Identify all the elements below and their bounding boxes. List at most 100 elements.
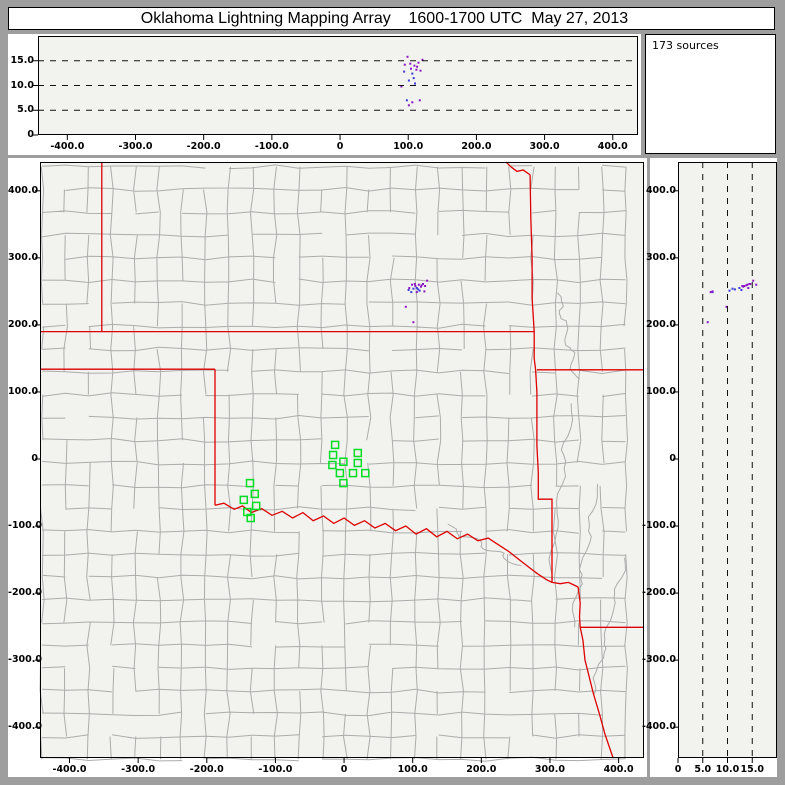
lightning-source-dot [745, 284, 748, 287]
tick-label: 0 [336, 141, 344, 152]
lma-station-marker [239, 495, 249, 505]
lightning-source-dot [411, 101, 414, 104]
lightning-source-dot [410, 67, 412, 70]
lma-stations [239, 440, 370, 523]
lightning-source-dot [411, 72, 414, 75]
tick-label: -400.0 [52, 764, 87, 775]
tick-label: -200.0 [8, 587, 42, 599]
state-border-east-state-line [529, 174, 553, 583]
tick-label: 0 [340, 764, 348, 775]
lightning-source-dot [423, 290, 426, 293]
lightning-source-dot [416, 65, 419, 68]
lightning-source-dot [407, 104, 410, 107]
tick-label: -400.0 [50, 141, 85, 152]
altitude-vs-north-plot[interactable] [673, 162, 777, 763]
lightning-source-dot [414, 285, 417, 287]
sources-count-box: 173 sources [645, 34, 776, 154]
tick-label: 100.0 [397, 764, 428, 775]
lma-station-marker [339, 457, 348, 466]
plan-view-plot-bg [40, 162, 644, 758]
tick-label: 200.0 [461, 141, 492, 152]
tick-label: 0 [27, 129, 34, 140]
lightning-source-dot [409, 62, 412, 65]
lightning-source-dot [738, 287, 741, 289]
window-title: Oklahoma Lightning Mapping Array 1600-17… [8, 7, 775, 30]
lightning-source-dot [415, 287, 418, 289]
tick-label: 5.0 [694, 764, 712, 775]
tick-label: -200.0 [186, 141, 221, 152]
state-border-red-river [214, 502, 579, 588]
state-borders [40, 161, 644, 759]
lightning-source-dot [747, 287, 750, 289]
lma-station-marker [250, 489, 260, 499]
tick-label: -200.0 [189, 764, 224, 775]
lma-station-marker [328, 450, 338, 460]
lightning-source-dot [420, 284, 423, 287]
tick-label: 400.0 [597, 141, 628, 152]
lightning-source-dot [407, 79, 410, 82]
altitude-vs-north-panel: 0 5.0 10.0 15.0 [650, 158, 777, 777]
river-line [571, 483, 598, 628]
tick-label: 200.0 [466, 764, 497, 775]
plan-view-map-plot[interactable] [35, 161, 644, 763]
lightning-source-dot [706, 321, 709, 324]
lma-station-marker [328, 460, 337, 470]
tick-label: 300.0 [534, 764, 565, 775]
lightning-source-dot [415, 68, 418, 71]
plot-frame [40, 162, 644, 758]
lightning-source-dot [419, 69, 422, 72]
tick-label: -100.0 [8, 520, 42, 532]
lightning-source-dot [755, 283, 758, 286]
tick-label: -200.0 [642, 587, 676, 599]
lightning-source-dot [741, 285, 744, 287]
lma-station-marker [335, 468, 345, 478]
lma-station-marker [353, 448, 363, 458]
lightning-source-dot [408, 287, 411, 289]
lightning-source-dot [400, 85, 403, 88]
lightning-source-dot [426, 279, 429, 282]
lightning-source-dot [709, 291, 712, 294]
state-border-missouri-river-corner [505, 161, 531, 176]
lightning-source-dot [414, 82, 416, 85]
lightning-source-dot [731, 287, 734, 290]
lightning-source-dot [417, 288, 420, 291]
tick-label: 0 [31, 452, 38, 464]
tick-label: -300.0 [121, 764, 156, 775]
lightning-source-dot [412, 287, 415, 290]
state-border-texas-arkansas-louisiana [577, 586, 614, 759]
tick-label: 400.0 [8, 184, 39, 196]
lightning-source-dot [411, 283, 413, 286]
tick-label: -100.0 [642, 520, 676, 532]
lightning-source-dot [405, 99, 408, 102]
river-line [548, 403, 574, 581]
lightning-source-dot [752, 279, 755, 282]
altitude-vs-east-panel: 15.0 10.0 5.0 0 -400.0 -300.0 -200.0 -100.0 0 100… [8, 34, 641, 155]
lightning-source-dot [415, 291, 418, 294]
tick-label: 10.0 [10, 79, 34, 91]
lightning-source-dot [413, 64, 416, 67]
lma-station-marker [353, 458, 363, 468]
tick-label: 0 [674, 764, 682, 775]
lma-station-marker [251, 501, 261, 511]
county-boundaries [39, 164, 629, 762]
lightning-source-dot [748, 283, 751, 285]
tick-label: -300.0 [8, 654, 42, 666]
lightning-source-dot [406, 55, 409, 58]
lightning-source-dot [418, 99, 421, 102]
lightning-source-dot [422, 283, 424, 285]
lma-station-marker [361, 468, 370, 478]
tick-label: 300.0 [529, 141, 560, 152]
tick-label: 300.0 [8, 251, 39, 263]
tick-label: 400.0 [603, 764, 634, 775]
lightning-source-dot [417, 61, 420, 64]
lightning-source-dot [403, 70, 406, 73]
plot-frame [678, 162, 777, 758]
tick-label: 0 [669, 452, 676, 464]
tick-label: -100.0 [254, 141, 289, 152]
altitude-vs-east-plot[interactable] [33, 36, 638, 140]
tick-label: 100.0 [8, 385, 39, 397]
tick-label: 15.0 [740, 764, 764, 775]
lma-station-marker [339, 478, 348, 488]
lightning-source-dot [424, 285, 427, 287]
